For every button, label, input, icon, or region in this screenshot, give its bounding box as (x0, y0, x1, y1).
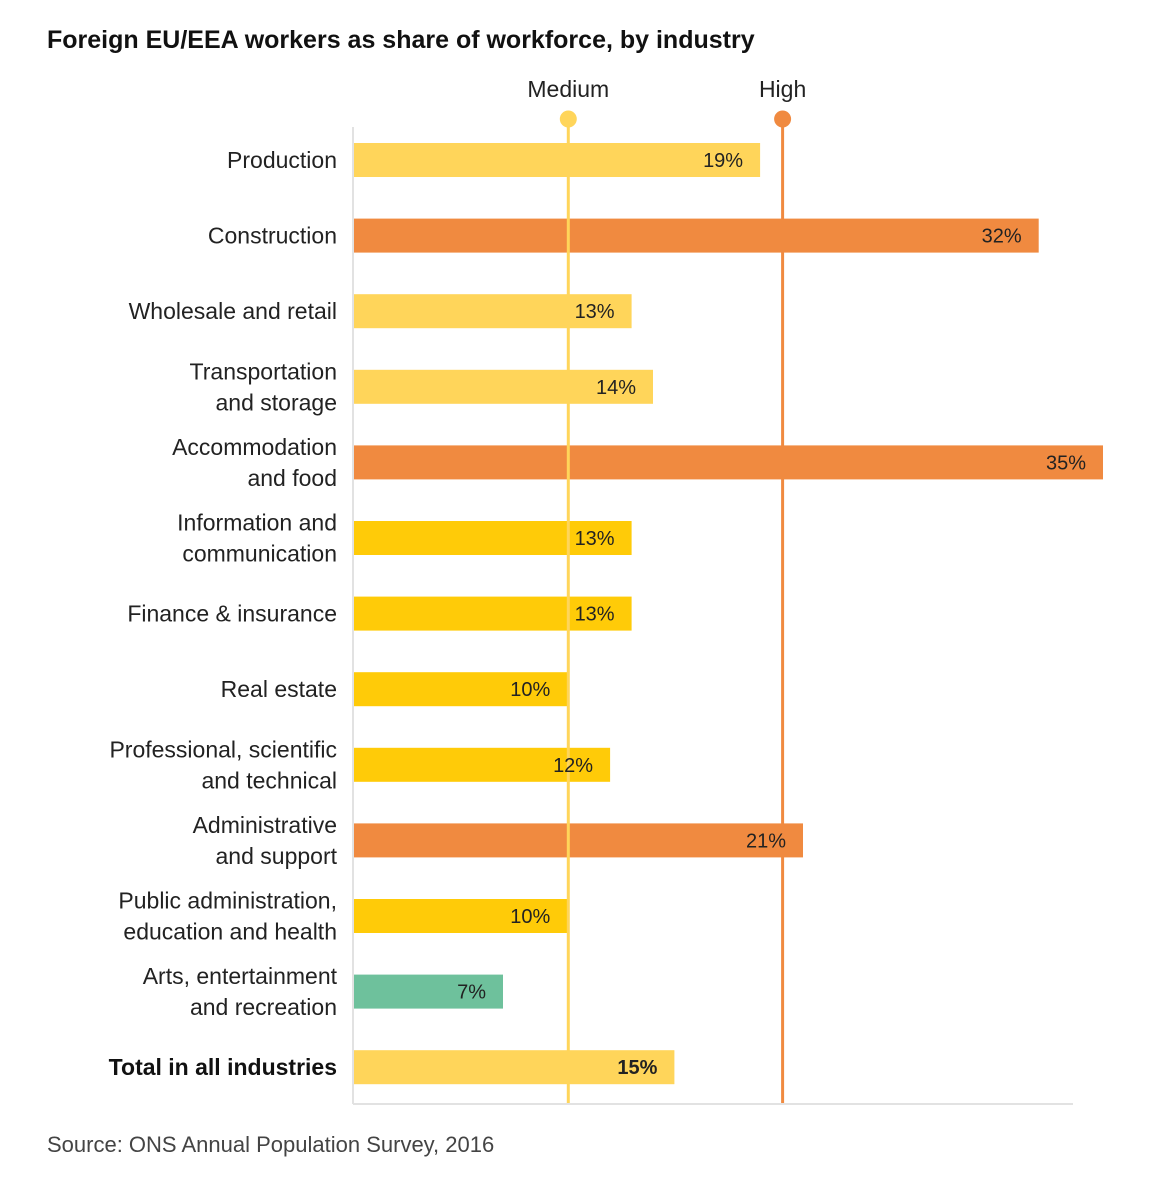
axes (352, 127, 1073, 1105)
data-label: 10% (510, 679, 550, 701)
threshold-high: High (759, 76, 806, 1104)
bar (353, 974, 503, 1009)
data-label: 13% (575, 528, 615, 550)
total-label: Total in all industries (109, 1054, 337, 1080)
data-label: 13% (575, 301, 615, 323)
threshold-high-label: High (759, 76, 806, 102)
category-label: Finance & insurance (127, 601, 337, 627)
category-label: Wholesale and retail (129, 298, 337, 324)
category-label: Professional, scientific and technical (109, 736, 337, 793)
threshold-medium-marker (559, 110, 577, 128)
bar (353, 369, 653, 404)
category-label: Transportation and storage (190, 358, 337, 415)
bar-total (353, 1050, 675, 1085)
threshold-lines: Medium High (527, 76, 806, 1104)
data-label: 19% (703, 150, 743, 172)
data-label: 35% (1046, 452, 1086, 474)
source-note: Source: ONS Annual Population Survey, 20… (47, 1132, 494, 1157)
data-label: 32% (982, 226, 1022, 248)
value-labels: 19% 32% 13% 14% 35% 13% 13% 10% 12% 21% 10% 7% 15% (457, 150, 1086, 1079)
threshold-medium: Medium (527, 76, 609, 1104)
data-label: 7% (457, 982, 486, 1004)
data-label: 14% (596, 377, 636, 399)
data-label: 13% (575, 604, 615, 626)
bar (353, 596, 632, 631)
data-label: 12% (553, 755, 593, 777)
data-label: 21% (746, 830, 786, 852)
chart-title: Foreign EU/EEA workers as share of workf… (47, 26, 755, 54)
category-label: Administrative and support (193, 812, 338, 869)
category-label: Arts, entertainment and recreation (143, 963, 338, 1020)
category-label: Real estate (221, 676, 337, 702)
bar (353, 521, 632, 555)
threshold-high-marker (774, 110, 792, 128)
data-label: 10% (510, 906, 550, 928)
bar (353, 445, 1103, 480)
bar (353, 218, 1039, 253)
bar (353, 294, 632, 329)
threshold-medium-label: Medium (527, 76, 609, 102)
category-label: Information and communication (177, 510, 337, 567)
row-labels: Production Construction Wholesale and reta… (109, 147, 338, 1080)
bar (353, 823, 803, 858)
category-label: Construction (208, 223, 337, 249)
bar (353, 143, 761, 177)
bar (353, 672, 568, 707)
bar (353, 899, 568, 933)
category-label: Public administration, education and heal… (118, 888, 337, 945)
data-label: 15% (617, 1057, 657, 1079)
category-label: Accommodation and food (172, 434, 337, 491)
category-label: Production (227, 147, 337, 173)
bars (353, 143, 1103, 1085)
